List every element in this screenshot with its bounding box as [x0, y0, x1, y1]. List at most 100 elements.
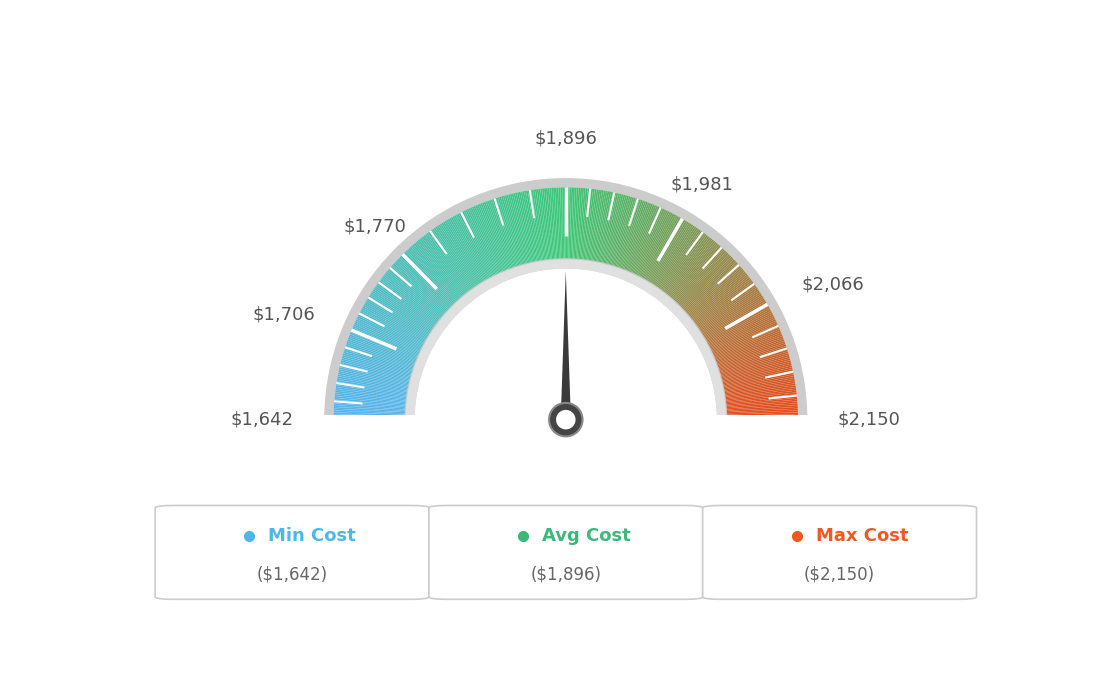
- Wedge shape: [555, 188, 560, 269]
- Wedge shape: [650, 228, 698, 295]
- Wedge shape: [385, 272, 449, 324]
- Wedge shape: [715, 394, 797, 404]
- Wedge shape: [665, 244, 720, 306]
- Wedge shape: [638, 216, 679, 288]
- Wedge shape: [401, 255, 459, 314]
- Wedge shape: [705, 333, 782, 364]
- Wedge shape: [611, 197, 636, 276]
- Wedge shape: [640, 218, 682, 289]
- Wedge shape: [626, 206, 660, 282]
- Wedge shape: [416, 241, 469, 304]
- Wedge shape: [429, 230, 478, 297]
- Wedge shape: [715, 391, 796, 402]
- Wedge shape: [612, 198, 638, 276]
- Wedge shape: [349, 334, 425, 365]
- Wedge shape: [688, 283, 755, 332]
- Wedge shape: [336, 384, 416, 397]
- Wedge shape: [508, 194, 530, 273]
- Wedge shape: [457, 213, 496, 286]
- Wedge shape: [403, 253, 460, 312]
- Wedge shape: [656, 233, 705, 299]
- Wedge shape: [490, 199, 518, 277]
- Wedge shape: [567, 188, 570, 268]
- Wedge shape: [542, 188, 552, 269]
- Wedge shape: [633, 211, 670, 284]
- Wedge shape: [664, 243, 718, 306]
- Wedge shape: [399, 257, 458, 315]
- Wedge shape: [337, 376, 417, 393]
- Wedge shape: [572, 188, 576, 269]
- Wedge shape: [333, 408, 415, 414]
- Wedge shape: [335, 396, 415, 406]
- Wedge shape: [468, 208, 503, 282]
- Circle shape: [556, 410, 575, 429]
- Wedge shape: [635, 213, 673, 286]
- Wedge shape: [676, 261, 736, 317]
- Wedge shape: [704, 326, 779, 359]
- Wedge shape: [365, 300, 436, 343]
- Wedge shape: [599, 193, 620, 273]
- Wedge shape: [577, 188, 586, 269]
- Wedge shape: [410, 246, 465, 308]
- Wedge shape: [713, 367, 793, 386]
- Wedge shape: [602, 194, 624, 273]
- Wedge shape: [707, 336, 783, 366]
- Wedge shape: [342, 353, 421, 377]
- Wedge shape: [373, 288, 442, 335]
- Wedge shape: [654, 230, 702, 297]
- Wedge shape: [477, 204, 509, 280]
- Wedge shape: [675, 259, 735, 316]
- Wedge shape: [668, 248, 723, 308]
- Wedge shape: [692, 294, 762, 339]
- Wedge shape: [588, 190, 602, 270]
- Wedge shape: [376, 283, 444, 332]
- Wedge shape: [699, 311, 772, 350]
- Wedge shape: [551, 188, 558, 269]
- Wedge shape: [339, 369, 418, 388]
- Wedge shape: [587, 190, 601, 270]
- Wedge shape: [634, 212, 671, 285]
- Wedge shape: [707, 337, 784, 367]
- Wedge shape: [341, 360, 420, 382]
- Wedge shape: [583, 189, 593, 270]
- Wedge shape: [435, 226, 482, 295]
- Wedge shape: [367, 298, 437, 342]
- Wedge shape: [365, 302, 436, 344]
- Wedge shape: [378, 282, 444, 331]
- Wedge shape: [569, 188, 571, 268]
- Wedge shape: [715, 387, 796, 400]
- Wedge shape: [675, 258, 734, 315]
- Wedge shape: [511, 193, 532, 273]
- Wedge shape: [464, 210, 500, 284]
- Text: ($2,150): ($2,150): [804, 566, 875, 584]
- Wedge shape: [651, 228, 699, 296]
- Wedge shape: [408, 248, 464, 308]
- Wedge shape: [486, 201, 514, 278]
- Wedge shape: [411, 246, 466, 307]
- Wedge shape: [630, 210, 667, 284]
- Wedge shape: [383, 275, 448, 326]
- Text: Min Cost: Min Cost: [268, 527, 355, 545]
- Wedge shape: [566, 188, 567, 268]
- Wedge shape: [714, 380, 795, 395]
- Wedge shape: [386, 270, 450, 324]
- Wedge shape: [352, 327, 427, 361]
- Wedge shape: [710, 350, 788, 375]
- Wedge shape: [348, 337, 425, 367]
- Wedge shape: [397, 258, 457, 315]
- Wedge shape: [716, 400, 797, 408]
- Text: $2,150: $2,150: [838, 411, 901, 428]
- Wedge shape: [646, 223, 690, 292]
- Wedge shape: [615, 200, 643, 277]
- Wedge shape: [336, 391, 416, 402]
- Wedge shape: [714, 375, 794, 391]
- Wedge shape: [660, 238, 712, 302]
- Wedge shape: [707, 334, 783, 365]
- Wedge shape: [537, 189, 548, 270]
- Wedge shape: [350, 331, 426, 363]
- Wedge shape: [580, 188, 590, 269]
- Wedge shape: [507, 195, 528, 274]
- Wedge shape: [517, 193, 535, 272]
- Wedge shape: [499, 197, 523, 275]
- Wedge shape: [708, 341, 785, 370]
